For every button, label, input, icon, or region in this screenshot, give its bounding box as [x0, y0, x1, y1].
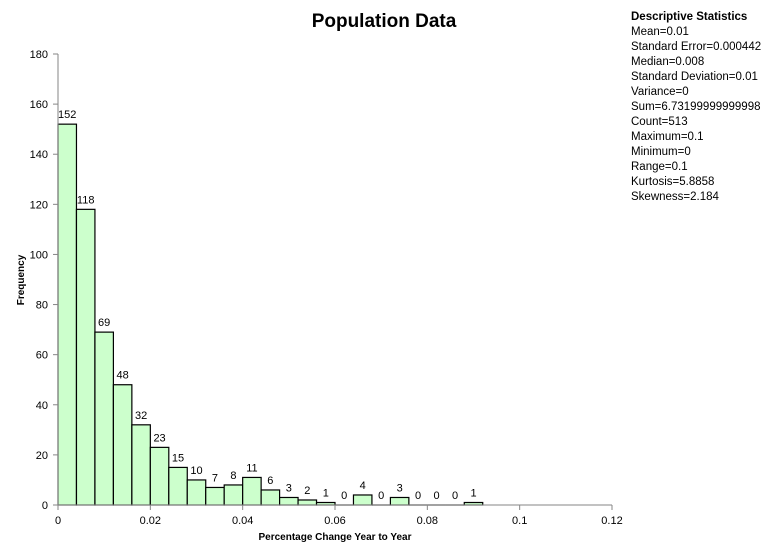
histogram-bar: [223, 484, 244, 506]
stat-line: Sum=6.73199999999998: [631, 101, 761, 113]
stat-line: Mean=0.01: [631, 26, 689, 38]
bar-data-label: 4: [360, 480, 366, 492]
chart-title: Population Data: [312, 11, 457, 32]
y-tick-label: 40: [36, 400, 48, 412]
y-tick-label: 180: [30, 49, 48, 61]
bar-data-label: 1: [323, 487, 329, 499]
y-tick-label: 120: [30, 199, 48, 211]
histogram-bar: [75, 208, 96, 506]
bar-data-label: 15: [172, 452, 184, 464]
histogram-bar: [94, 331, 115, 506]
stat-line: Median=0.008: [631, 56, 705, 68]
histogram-bar: [57, 123, 78, 506]
bar-data-label: 0: [452, 490, 458, 502]
histogram-bar: [205, 486, 225, 506]
bar-data-label: 6: [267, 475, 273, 487]
histogram-bar: [279, 496, 299, 506]
y-axis-label: Frequency: [16, 254, 27, 305]
bar-data-label: 3: [286, 482, 292, 494]
stat-line: Standard Error=0.000442: [631, 41, 762, 53]
stat-line: Maximum=0.1: [631, 131, 704, 143]
bar-data-label: 0: [341, 490, 347, 502]
bar-data-label: 152: [58, 109, 76, 121]
stat-line: Kurtosis=5.8858: [631, 176, 715, 188]
descriptive-statistics-panel: Descriptive Statistics Mean=0.01 Standard…: [631, 10, 761, 205]
bar-data-label: 8: [230, 470, 236, 482]
x-tick-label: 0.08: [417, 515, 438, 527]
x-tick-label: 0: [55, 515, 61, 527]
bar-data-label: 69: [98, 317, 110, 329]
histogram-bar: [389, 496, 410, 506]
histogram-bar: [131, 424, 151, 506]
bar-data-label: 0: [415, 490, 421, 502]
bar-data-label: 48: [117, 370, 129, 382]
histogram-bar: [297, 499, 318, 506]
bar-data-label: 2: [304, 485, 310, 497]
y-tick-label: 80: [36, 300, 48, 312]
bar-data-label: 10: [190, 465, 202, 477]
x-axis-label: Percentage Change Year to Year: [258, 532, 411, 543]
bar-data-label: 11: [246, 462, 257, 474]
bar-data-label: 0: [434, 490, 440, 502]
y-tick-label: 60: [36, 350, 48, 362]
x-tick-label: 0.04: [232, 515, 253, 527]
bar-data-label: 32: [135, 410, 147, 422]
histogram-bar: [260, 489, 281, 506]
y-tick-label: 140: [30, 149, 48, 161]
bar-data-label: 7: [212, 472, 218, 484]
stat-line: Standard Deviation=0.01: [631, 71, 758, 83]
histogram-bar: [352, 494, 373, 506]
histogram-bar: [168, 466, 188, 506]
histogram-bar: [112, 384, 133, 506]
histogram-bar: [186, 479, 207, 506]
stat-line: Count=513: [631, 116, 688, 128]
x-tick-label: 0.12: [601, 515, 622, 527]
bars-layer: [57, 123, 484, 506]
bar-data-label: 23: [153, 432, 165, 444]
stat-line: Variance=0: [631, 86, 689, 98]
stat-line: Skewness=2.184: [631, 191, 719, 203]
x-tick-label: 0.1: [512, 515, 527, 527]
bar-data-label: 0: [378, 490, 384, 502]
y-tick-label: 20: [36, 450, 48, 462]
y-tick-label: 0: [42, 500, 48, 512]
x-tick-label: 0.02: [140, 515, 161, 527]
bar-data-label: 118: [77, 194, 95, 206]
stats-lines: Mean=0.01 Standard Error=0.000442 Median=0…: [631, 25, 761, 205]
y-tick-label: 160: [30, 99, 48, 111]
stats-heading: Descriptive Statistics: [631, 11, 748, 23]
bar-data-label: 3: [397, 482, 403, 494]
histogram-bar: [242, 476, 262, 506]
y-tick-label: 100: [30, 249, 48, 261]
x-tick-label: 0.06: [324, 515, 345, 527]
histogram-bar: [149, 446, 170, 506]
bar-data-label: 1: [470, 487, 476, 499]
stat-line: Minimum=0: [631, 146, 691, 158]
stat-line: Range=0.1: [631, 161, 688, 173]
